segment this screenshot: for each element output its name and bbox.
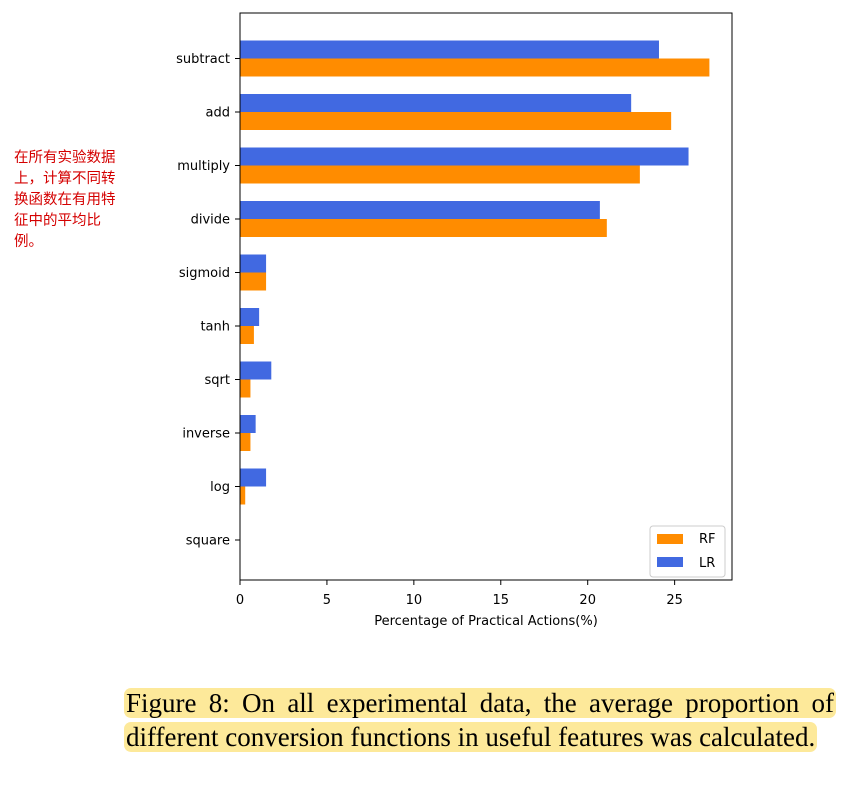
x-tick-label-10: 10 <box>406 593 423 608</box>
bar-lr-multiply <box>240 147 689 166</box>
x-axis-label: Percentage of Practical Actions(%) <box>374 614 598 629</box>
bar-lr-inverse <box>240 415 256 433</box>
bar-chart: subtract add multiply divide sigmoid tanh sqrt… <box>176 12 733 629</box>
x-tick-label-15: 15 <box>493 593 510 608</box>
y-tick-label-sqrt: sqrt <box>205 373 230 388</box>
x-tick-label-20: 20 <box>579 593 596 608</box>
caption-text: Figure 8: On all experimental data, the … <box>124 688 836 752</box>
bar-rf-add <box>240 112 672 130</box>
legend-label-rf: RF <box>699 532 716 547</box>
legend-swatch-rf <box>657 534 683 544</box>
y-tick-label-tanh: tanh <box>200 320 230 335</box>
bar-rf-subtract <box>240 58 710 77</box>
x-tick-label-25: 25 <box>666 593 683 608</box>
bar-rf-divide <box>240 219 607 237</box>
chinese-annotation: 在所有实验数据上，计算不同转换函数在有用特征中的平均比例。 <box>14 150 116 250</box>
y-tick-label-divide: divide <box>191 213 230 228</box>
y-tick-label-subtract: subtract <box>176 52 230 67</box>
y-tick-label-sigmoid: sigmoid <box>179 266 230 281</box>
plot-frame <box>239 12 733 581</box>
bar-rf-tanh <box>240 326 254 344</box>
legend-label-lr: LR <box>699 556 715 571</box>
x-axis: 0 5 10 15 20 25 <box>236 580 683 608</box>
bar-lr-sigmoid <box>240 254 267 273</box>
y-tick-label-add: add <box>206 106 230 121</box>
bar-lr-sqrt <box>240 361 272 380</box>
bar-rf-multiply <box>240 165 640 184</box>
bars-layer <box>240 40 710 505</box>
y-tick-label-multiply: multiply <box>177 159 230 174</box>
bar-lr-divide <box>240 201 600 219</box>
legend-swatch-lr <box>657 557 683 567</box>
bar-lr-tanh <box>240 308 260 326</box>
y-tick-label-inverse: inverse <box>182 427 230 442</box>
bar-lr-log <box>240 468 267 487</box>
y-tick-label-square: square <box>186 534 230 549</box>
y-axis: subtract add multiply divide sigmoid tanh sqrt… <box>176 52 240 549</box>
x-tick-label-5: 5 <box>323 593 331 608</box>
y-tick-label-log: log <box>210 480 230 495</box>
bar-rf-log <box>240 486 246 505</box>
bar-lr-add <box>240 94 632 112</box>
bar-rf-sqrt <box>240 379 251 398</box>
legend: RF LR <box>649 525 726 578</box>
bar-rf-sigmoid <box>240 272 267 291</box>
bar-lr-subtract <box>240 40 659 59</box>
x-tick-label-0: 0 <box>236 593 244 608</box>
figure-caption: Figure 8: On all experimental data, the … <box>124 686 836 754</box>
bar-rf-inverse <box>240 433 251 451</box>
